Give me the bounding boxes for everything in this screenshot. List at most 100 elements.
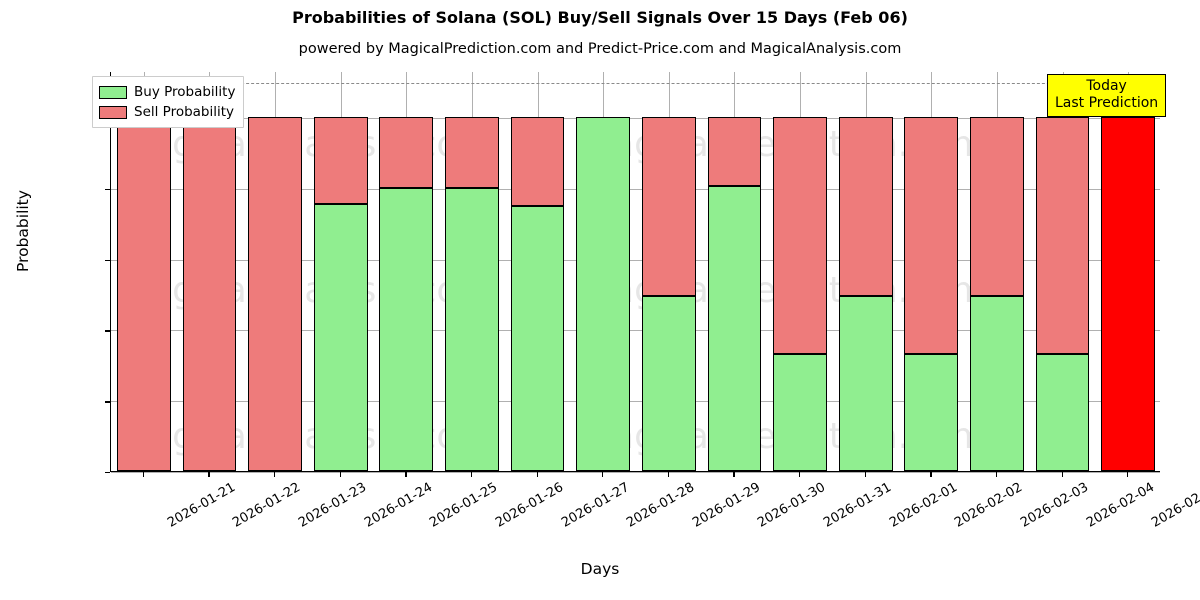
bar-group[interactable] (641, 71, 696, 471)
bar-segment-sell[interactable] (838, 117, 893, 296)
legend-item-sell: Sell Probability (99, 102, 235, 122)
x-axis-tick-label: 2026-01-22 (230, 480, 304, 531)
x-axis-label: Days (580, 560, 620, 578)
grid-line-horizontal (111, 118, 1160, 120)
grid-line-horizontal (111, 472, 1160, 473)
x-axis-tick-mark (733, 472, 735, 477)
chart-subtitle: powered by MagicalPrediction.com and Pre… (298, 41, 902, 57)
x-axis-tick-label: 2026-02-03 (1018, 480, 1091, 531)
bar-segment-buy[interactable] (576, 117, 631, 471)
y-axis-tick-mark (105, 330, 110, 332)
x-axis-tick-mark (208, 472, 210, 477)
x-axis-tick-mark (1127, 472, 1129, 477)
y-axis-tick-mark (105, 259, 110, 261)
x-axis-ticks: 2026-01-21 2026-01-22 2026-01-23 2026-01-24… (110, 472, 1200, 592)
bar-group[interactable] (248, 71, 302, 471)
bar-segment-sell[interactable] (707, 117, 762, 187)
bar-segment-sell[interactable] (510, 117, 565, 206)
x-axis-tick-mark (799, 472, 801, 477)
x-axis-tick-label: 2026-01-23 (296, 480, 370, 531)
bar-group[interactable] (838, 71, 893, 471)
bar-group[interactable] (1035, 71, 1090, 471)
bar-segment-buy[interactable] (1035, 354, 1090, 471)
x-axis-tick-label: 2026-01-27 (558, 480, 632, 531)
today-annotation-line2: Last Prediction (1055, 95, 1159, 111)
bar-group[interactable] (379, 71, 434, 471)
x-axis-tick-mark (930, 472, 932, 477)
bar-group[interactable] (182, 71, 237, 471)
page-title: Probabilities of Solana (SOL) Buy/Sell S… (292, 8, 908, 27)
grid-line-horizontal (111, 259, 1160, 261)
bar-segment-sell[interactable] (116, 117, 171, 471)
x-axis-tick-mark (142, 472, 145, 477)
bar-group[interactable] (510, 71, 565, 471)
bar-segment-today[interactable] (1101, 117, 1156, 471)
bar-segment-sell[interactable] (641, 117, 696, 296)
bar-group[interactable] (576, 71, 631, 471)
x-axis-tick-mark (470, 472, 473, 477)
x-axis-tick-mark (339, 472, 341, 477)
bar-segment-buy[interactable] (313, 203, 368, 471)
bar-group[interactable] (970, 71, 1024, 471)
bar-segment-sell[interactable] (379, 117, 434, 188)
bar-segment-buy[interactable] (838, 295, 893, 471)
bar-group[interactable] (116, 71, 171, 471)
bar-segment-buy[interactable] (445, 187, 499, 471)
bar-group[interactable] (1101, 71, 1156, 471)
plot-area: MagicalAnalysis.comMagicalPrediction.com… (110, 72, 1160, 473)
bar-segment-buy[interactable] (707, 186, 762, 471)
x-axis-tick-mark (536, 472, 538, 477)
grid-line-horizontal (111, 188, 1160, 190)
bar-segment-sell[interactable] (773, 117, 827, 355)
today-annotation: Today Last Prediction (1047, 74, 1167, 117)
x-axis-tick-label: 2026-02-04 (1083, 480, 1157, 531)
x-axis-tick-label: 2026-01-24 (361, 480, 435, 531)
x-axis-tick-mark (1061, 472, 1063, 477)
y-axis-label: Probability (14, 190, 32, 272)
x-axis-tick-mark (405, 472, 407, 477)
x-axis-tick-mark (274, 472, 276, 477)
y-axis-tick-mark (105, 188, 110, 191)
x-axis-tick-mark (667, 472, 670, 477)
legend-swatch-sell (99, 105, 127, 119)
bar-segment-buy[interactable] (379, 187, 434, 471)
bar-segment-buy[interactable] (773, 354, 827, 471)
chart-legend: Buy Probability Sell Probability (92, 76, 245, 128)
bar-segment-buy[interactable] (904, 354, 959, 471)
bar-segment-sell[interactable] (182, 117, 237, 471)
x-axis-tick-label: 2026-01-25 (427, 480, 501, 531)
bar-group[interactable] (707, 71, 762, 471)
bar-segment-sell[interactable] (248, 117, 302, 471)
bar-segment-buy[interactable] (641, 295, 696, 471)
threshold-dashed-line (111, 82, 1160, 84)
x-axis-tick-label: 2026-01-26 (493, 480, 566, 531)
bar-segment-sell[interactable] (1035, 117, 1090, 355)
x-axis-tick-label: 2026-02-01 (886, 480, 960, 531)
x-axis-tick-mark (864, 472, 866, 477)
grid-line-horizontal (111, 401, 1160, 403)
bar-segment-sell[interactable] (445, 117, 499, 188)
bar-group[interactable] (445, 71, 499, 471)
bar-group[interactable] (773, 71, 827, 471)
legend-swatch-buy (99, 85, 127, 99)
bar-segment-sell[interactable] (904, 117, 959, 355)
x-axis-tick-label: 2026-02-02 (952, 480, 1026, 531)
bar-segment-sell[interactable] (313, 117, 368, 204)
bar-segment-buy[interactable] (510, 205, 565, 471)
x-axis-tick-label: 2026-01-21 (164, 480, 238, 531)
x-axis-tick-label: 2026-01-29 (689, 480, 763, 531)
bar-group[interactable] (904, 71, 959, 471)
legend-label-buy: Buy Probability (134, 84, 236, 100)
legend-label-sell: Sell Probability (134, 104, 235, 120)
bars-layer (111, 72, 1160, 471)
x-axis-tick-label: 2026-01-28 (624, 480, 698, 531)
today-annotation-line1: Today (1086, 78, 1127, 94)
bar-segment-buy[interactable] (970, 295, 1024, 471)
bar-group[interactable] (313, 71, 368, 471)
x-axis-tick-mark (995, 472, 998, 477)
bar-segment-sell[interactable] (970, 117, 1024, 296)
x-axis-tick-label: 2026-01-30 (755, 480, 829, 531)
x-axis-tick-mark (602, 472, 604, 477)
legend-item-buy: Buy Probability (99, 82, 235, 102)
